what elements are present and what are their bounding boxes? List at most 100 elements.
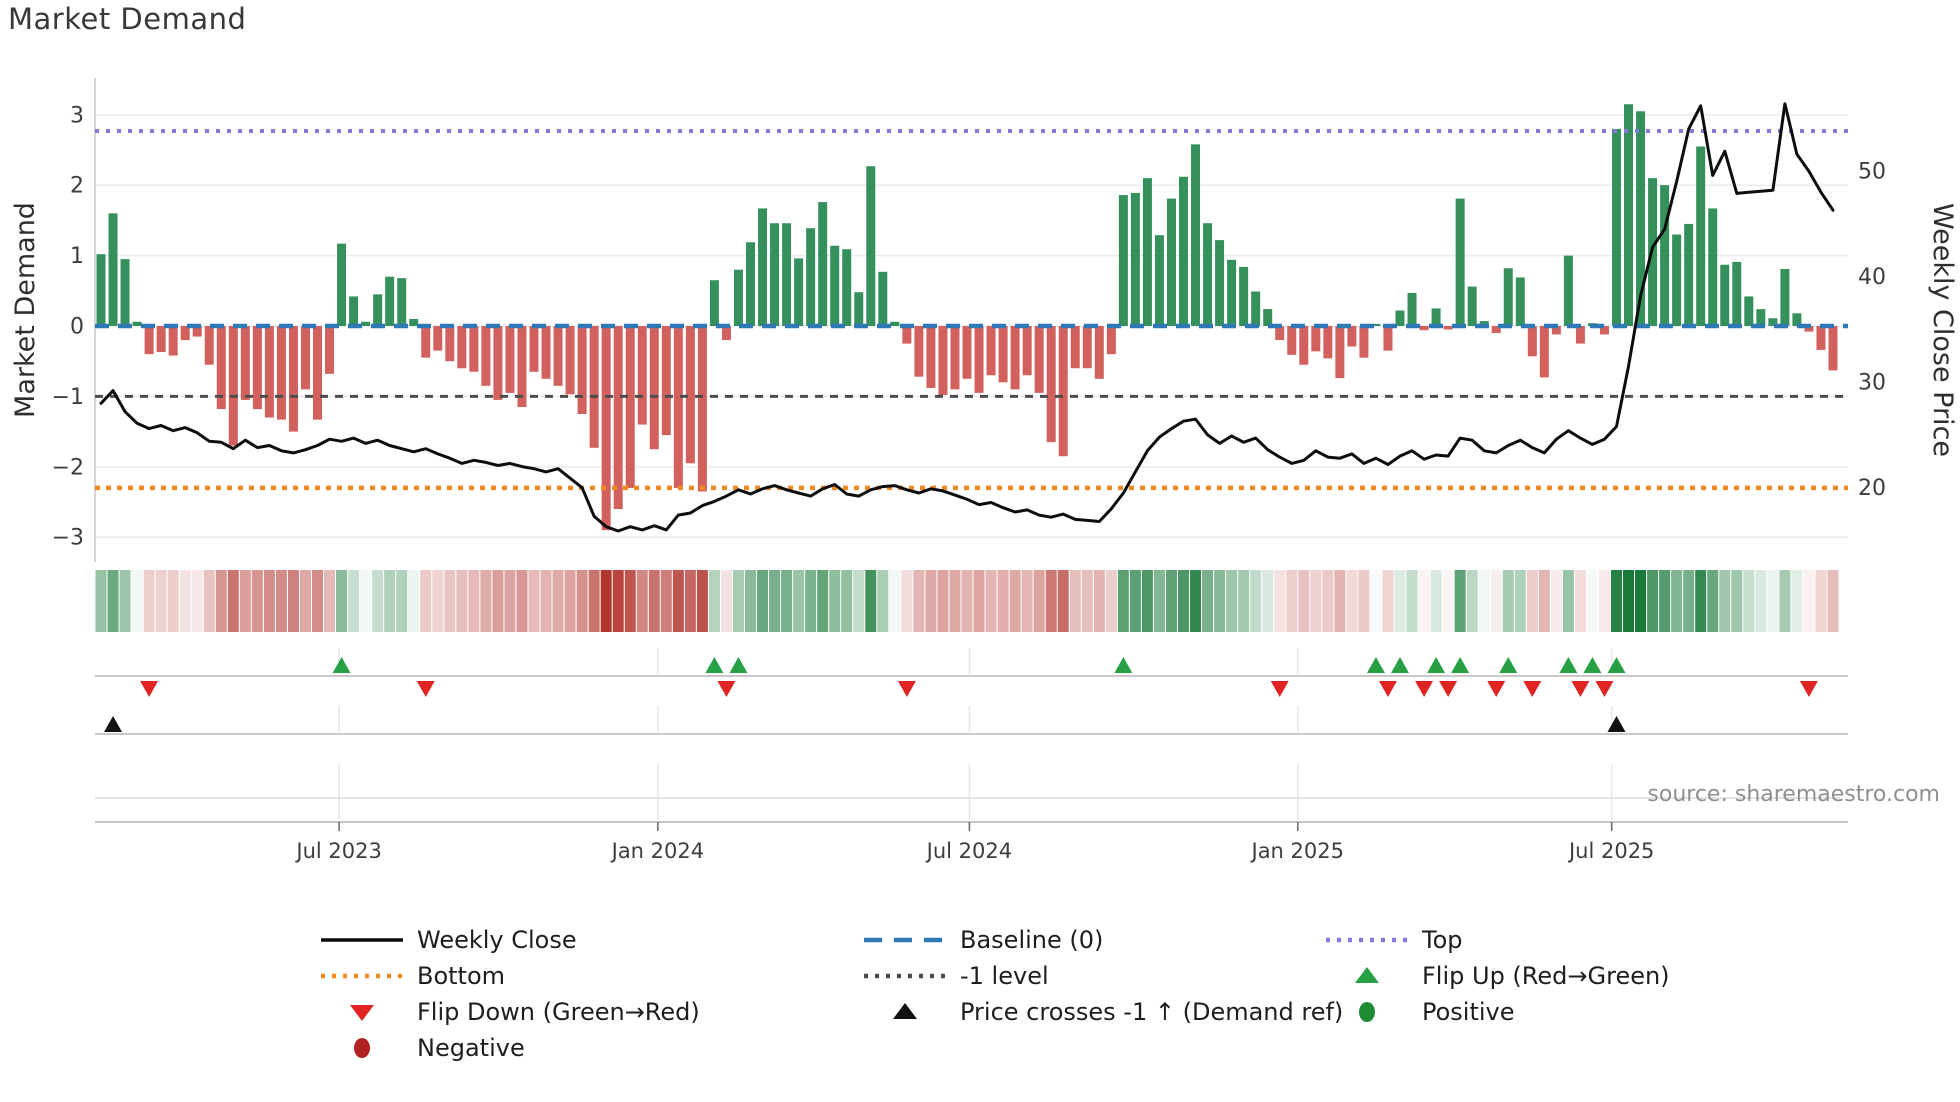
legend-item-weekly-close: Weekly Close bbox=[317, 922, 700, 958]
demand-bar-negative bbox=[1287, 326, 1297, 355]
legend-label: Bottom bbox=[417, 962, 506, 990]
demand-bar-positive bbox=[854, 292, 864, 326]
demand-bar-positive bbox=[1142, 178, 1152, 326]
demand-bar-positive bbox=[709, 280, 719, 326]
flip-up-marker bbox=[1607, 657, 1626, 673]
demand-bar-negative bbox=[1046, 326, 1056, 443]
demand-bar-positive bbox=[1130, 192, 1140, 326]
demand-bar-negative bbox=[1094, 326, 1104, 379]
legend-item-bottom: Bottom bbox=[317, 958, 700, 994]
heatmap-cell bbox=[1153, 570, 1165, 632]
y-axis-title-price: Weekly Close Price bbox=[1927, 203, 1958, 457]
heatmap-cell bbox=[540, 570, 552, 632]
flip-down-marker bbox=[717, 681, 736, 697]
demand-bar-negative bbox=[541, 326, 551, 379]
demand-bar-positive bbox=[1455, 198, 1465, 326]
demand-bar-negative bbox=[673, 326, 683, 488]
demand-bar-positive bbox=[770, 223, 780, 326]
demand-bar-negative bbox=[1443, 326, 1453, 330]
heatmap-cell bbox=[456, 570, 468, 632]
y-axis-title-demand: Market Demand bbox=[10, 202, 41, 418]
demand-bar-positive bbox=[1612, 128, 1621, 326]
heatmap-cell bbox=[937, 570, 949, 632]
demand-bar-negative bbox=[1816, 326, 1826, 350]
demand-bar-negative bbox=[637, 326, 647, 425]
heatmap-cell bbox=[636, 570, 648, 632]
legend-label: -1 level bbox=[960, 962, 1049, 990]
heatmap-cell bbox=[1081, 570, 1093, 632]
heatmap-cell bbox=[1406, 570, 1418, 632]
heatmap-cell bbox=[781, 570, 793, 632]
demand-bar-negative bbox=[457, 326, 467, 369]
demand-tick-label: 1 bbox=[70, 244, 84, 269]
demand-bar-negative bbox=[1347, 326, 1357, 347]
demand-tick-label: −1 bbox=[52, 385, 84, 410]
legend-item-baseline-0: Baseline (0) bbox=[860, 922, 1343, 958]
demand-bar-negative bbox=[252, 326, 262, 410]
flip-up-marker bbox=[1427, 657, 1446, 673]
demand-bar-positive bbox=[337, 243, 347, 326]
demand-tick-label: −3 bbox=[52, 526, 84, 551]
heatmap-cell bbox=[961, 570, 973, 632]
heatmap-cell bbox=[528, 570, 540, 632]
demand-bar-negative bbox=[1539, 326, 1549, 378]
demand-bar-negative bbox=[421, 326, 431, 358]
flip-down-marker bbox=[897, 681, 916, 697]
heatmap-cell bbox=[1514, 570, 1526, 632]
demand-bar-positive bbox=[397, 278, 407, 326]
flip-down-marker bbox=[1799, 681, 1818, 697]
legend-negative-marker bbox=[354, 1038, 370, 1058]
demand-bar-positive bbox=[1431, 308, 1441, 326]
market-demand-chart: 3 2 1 0 −1 −2 −3 50 40 30 20 Jul 2023 Jan 2024 Jul 20… bbox=[10, 78, 1958, 863]
legend-item-flip-down-green-red: Flip Down (Green→Red) bbox=[317, 994, 700, 1030]
legend-label: Baseline (0) bbox=[960, 926, 1104, 954]
heatmap-cell bbox=[889, 570, 901, 632]
demand-bar-negative bbox=[1491, 326, 1501, 334]
demand-bar-positive bbox=[1708, 208, 1718, 326]
demand-bar-positive bbox=[1251, 291, 1261, 326]
demand-bar-positive bbox=[866, 166, 876, 326]
legend-label: Flip Up (Red→Green) bbox=[1422, 962, 1670, 990]
heatmap-cell bbox=[1574, 570, 1586, 632]
demand-bar-negative bbox=[649, 326, 659, 450]
flip-down-marker bbox=[1415, 681, 1434, 697]
demand-bar-negative bbox=[938, 326, 948, 395]
demand-bar-positive bbox=[830, 245, 840, 326]
demand-bar-positive bbox=[1672, 234, 1682, 326]
demand-bar-positive bbox=[1503, 268, 1513, 326]
heatmap-cell bbox=[1178, 570, 1189, 632]
heatmap-cell bbox=[119, 570, 131, 632]
heatmap-cell bbox=[1815, 570, 1827, 632]
demand-bar-positive bbox=[890, 321, 900, 326]
gridlines-layer bbox=[95, 114, 1848, 820]
heatmap-cell bbox=[720, 570, 732, 632]
demand-bar-negative bbox=[288, 326, 298, 432]
heatmap-cell bbox=[949, 570, 961, 632]
heatmap-cell bbox=[1526, 570, 1538, 632]
heatmap-cell bbox=[1490, 570, 1502, 632]
demand-bar-positive bbox=[1215, 240, 1225, 326]
heatmap-cell bbox=[1671, 570, 1683, 632]
demand-bar-negative bbox=[685, 326, 695, 464]
demand-bar-positive bbox=[794, 258, 804, 326]
heatmap-cell bbox=[468, 570, 480, 632]
demand-bar-positive bbox=[108, 213, 118, 326]
heatmap-cell bbox=[1550, 570, 1562, 632]
heatmap-cell bbox=[877, 570, 889, 632]
heatmap-cell bbox=[1129, 570, 1141, 632]
legend-label: Weekly Close bbox=[417, 926, 577, 954]
heatmap-cell bbox=[215, 570, 227, 632]
heatmap-cell bbox=[1141, 570, 1153, 632]
flip-up-marker bbox=[705, 657, 724, 673]
source-credit: source: sharemaestro.com bbox=[1647, 782, 1940, 807]
x-tick-label: Jul 2024 bbox=[925, 839, 1012, 863]
heatmap-cell bbox=[1346, 570, 1358, 632]
demand-bar-negative bbox=[325, 326, 335, 374]
demand-bar-negative bbox=[1070, 326, 1080, 369]
heatmap-cell bbox=[155, 570, 167, 632]
heatmap-cell bbox=[1827, 570, 1839, 632]
heatmap-cell bbox=[1033, 570, 1045, 632]
demand-bar-positive bbox=[1407, 292, 1417, 326]
demand-bar-negative bbox=[1575, 326, 1585, 344]
heatmap-cell bbox=[287, 570, 299, 632]
